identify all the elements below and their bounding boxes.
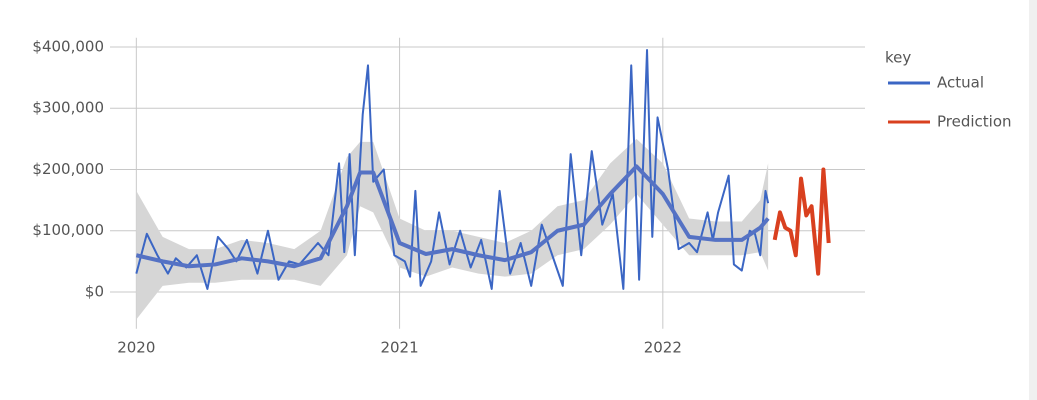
- series-line: [135, 49, 770, 290]
- y-tick-label: $100,000: [32, 221, 104, 239]
- confidence-band: [136, 138, 769, 320]
- y-tick-label: $400,000: [32, 37, 104, 55]
- x-tick-label: 2022: [644, 338, 682, 356]
- smooth-line: [135, 164, 770, 269]
- y-tick-label: $0: [85, 282, 104, 300]
- x-tick-label: 2020: [117, 338, 155, 356]
- scrollbar: [1029, 0, 1037, 400]
- legend-title: key: [885, 49, 911, 67]
- x-tick-label: 2021: [380, 338, 418, 356]
- legend-label: Actual: [937, 74, 984, 92]
- y-tick-label: $200,000: [32, 160, 104, 178]
- y-tick-label: $300,000: [32, 99, 104, 117]
- legend-label: Prediction: [937, 113, 1012, 131]
- series-line: [772, 167, 831, 276]
